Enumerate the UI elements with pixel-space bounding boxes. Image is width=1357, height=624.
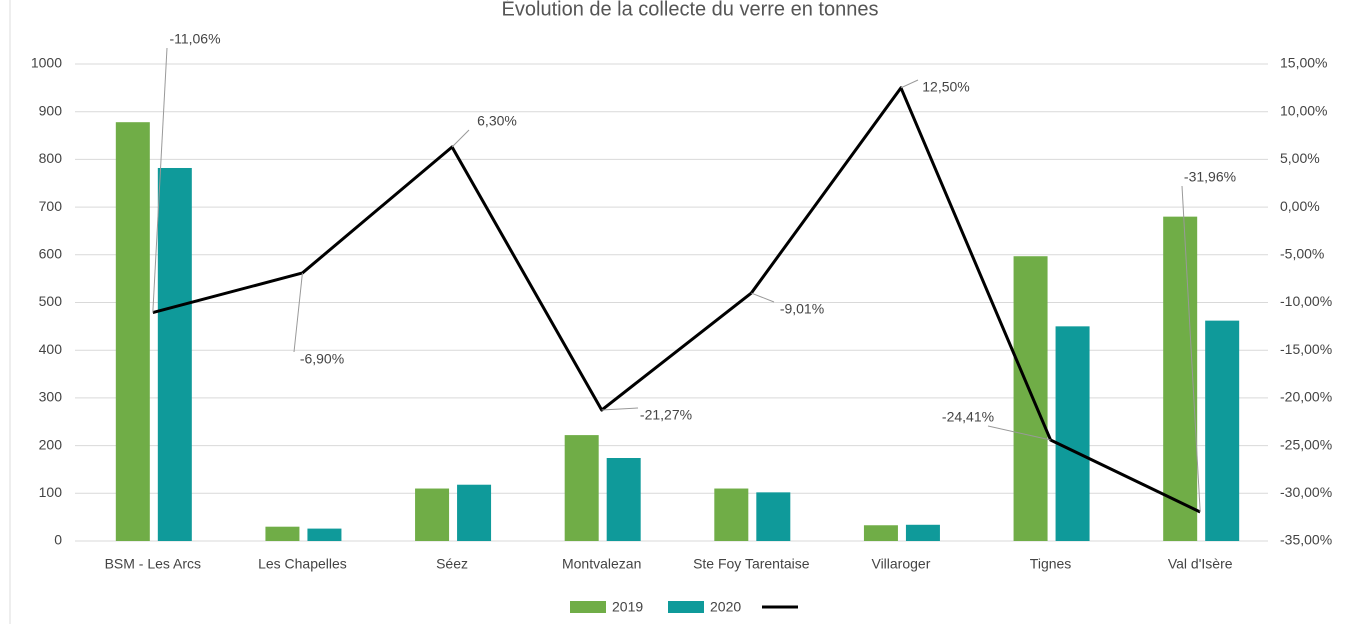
x-tick-label: Tignes [1030,556,1072,572]
y2-tick-label: -10,00% [1280,293,1332,309]
bar [415,488,450,541]
line-series [152,86,1201,514]
leader-line [1181,185,1201,513]
y2-tick-label: 5,00% [1280,150,1320,166]
bar [457,484,492,541]
data-label: -9,01% [780,301,824,317]
data-label: -24,41% [942,409,994,425]
legend-swatch [570,601,606,613]
y-tick-label: 700 [39,198,63,214]
y2-tick-label: -35,00% [1280,532,1332,548]
y2-tick-label: -5,00% [1280,246,1324,262]
leader-line [900,79,919,89]
legend-label: 2020 [710,599,741,615]
legend-swatch [668,601,704,613]
x-tick-label: Montvalezan [562,556,641,572]
y2-tick-label: -30,00% [1280,484,1332,500]
x-tick-label: Ste Foy Tarentaise [693,556,810,572]
data-label: 12,50% [922,79,969,95]
data-label: -11,06% [169,31,220,47]
bar [863,525,898,541]
y2-tick-label: 10,00% [1280,102,1327,118]
y-tick-label: 0 [54,532,62,548]
data-label: -21,27% [640,407,692,423]
chart-title: Évolution de la collecte du verre en ton… [502,0,879,20]
y-tick-label: 500 [39,293,63,309]
x-tick-label: Villaroger [871,556,930,572]
bar [905,524,940,541]
y-tick-label: 900 [39,102,63,118]
bar [307,528,342,541]
bar [606,458,641,541]
y2-tick-label: -15,00% [1280,341,1332,357]
x-tick-label: Les Chapelles [258,556,347,572]
bar [1205,320,1240,541]
bar [115,122,150,541]
y2-tick-label: -20,00% [1280,389,1332,405]
bar [1013,256,1048,541]
leader-line [987,425,1051,441]
bar [564,435,599,541]
bar [714,488,749,541]
data-label: 6,30% [477,113,517,129]
y2-tick-label: 15,00% [1280,55,1327,71]
bar [756,492,791,541]
leader-line [451,129,470,148]
y-tick-label: 600 [39,246,63,262]
bar [157,167,192,541]
leader-line [601,407,639,411]
bar [1055,326,1090,541]
legend-label: 2019 [612,599,643,615]
y-tick-label: 200 [39,436,63,452]
leader-line [751,292,775,303]
y-tick-label: 1000 [31,55,62,71]
y-tick-label: 800 [39,150,63,166]
x-tick-label: BSM - Les Arcs [105,556,201,572]
y2-tick-label: 0,00% [1280,198,1320,214]
y-tick-label: 100 [39,484,63,500]
data-label: -6,90% [300,351,344,367]
bar [265,526,300,541]
leader-line [293,272,303,353]
y-tick-label: 400 [39,341,63,357]
y-tick-label: 300 [39,389,63,405]
data-label: -31,96% [1184,169,1236,185]
bar [1163,216,1198,541]
y2-tick-label: -25,00% [1280,436,1332,452]
leader-line [152,47,168,313]
x-tick-label: Séez [436,556,468,572]
x-tick-label: Val d'Isère [1168,556,1233,572]
